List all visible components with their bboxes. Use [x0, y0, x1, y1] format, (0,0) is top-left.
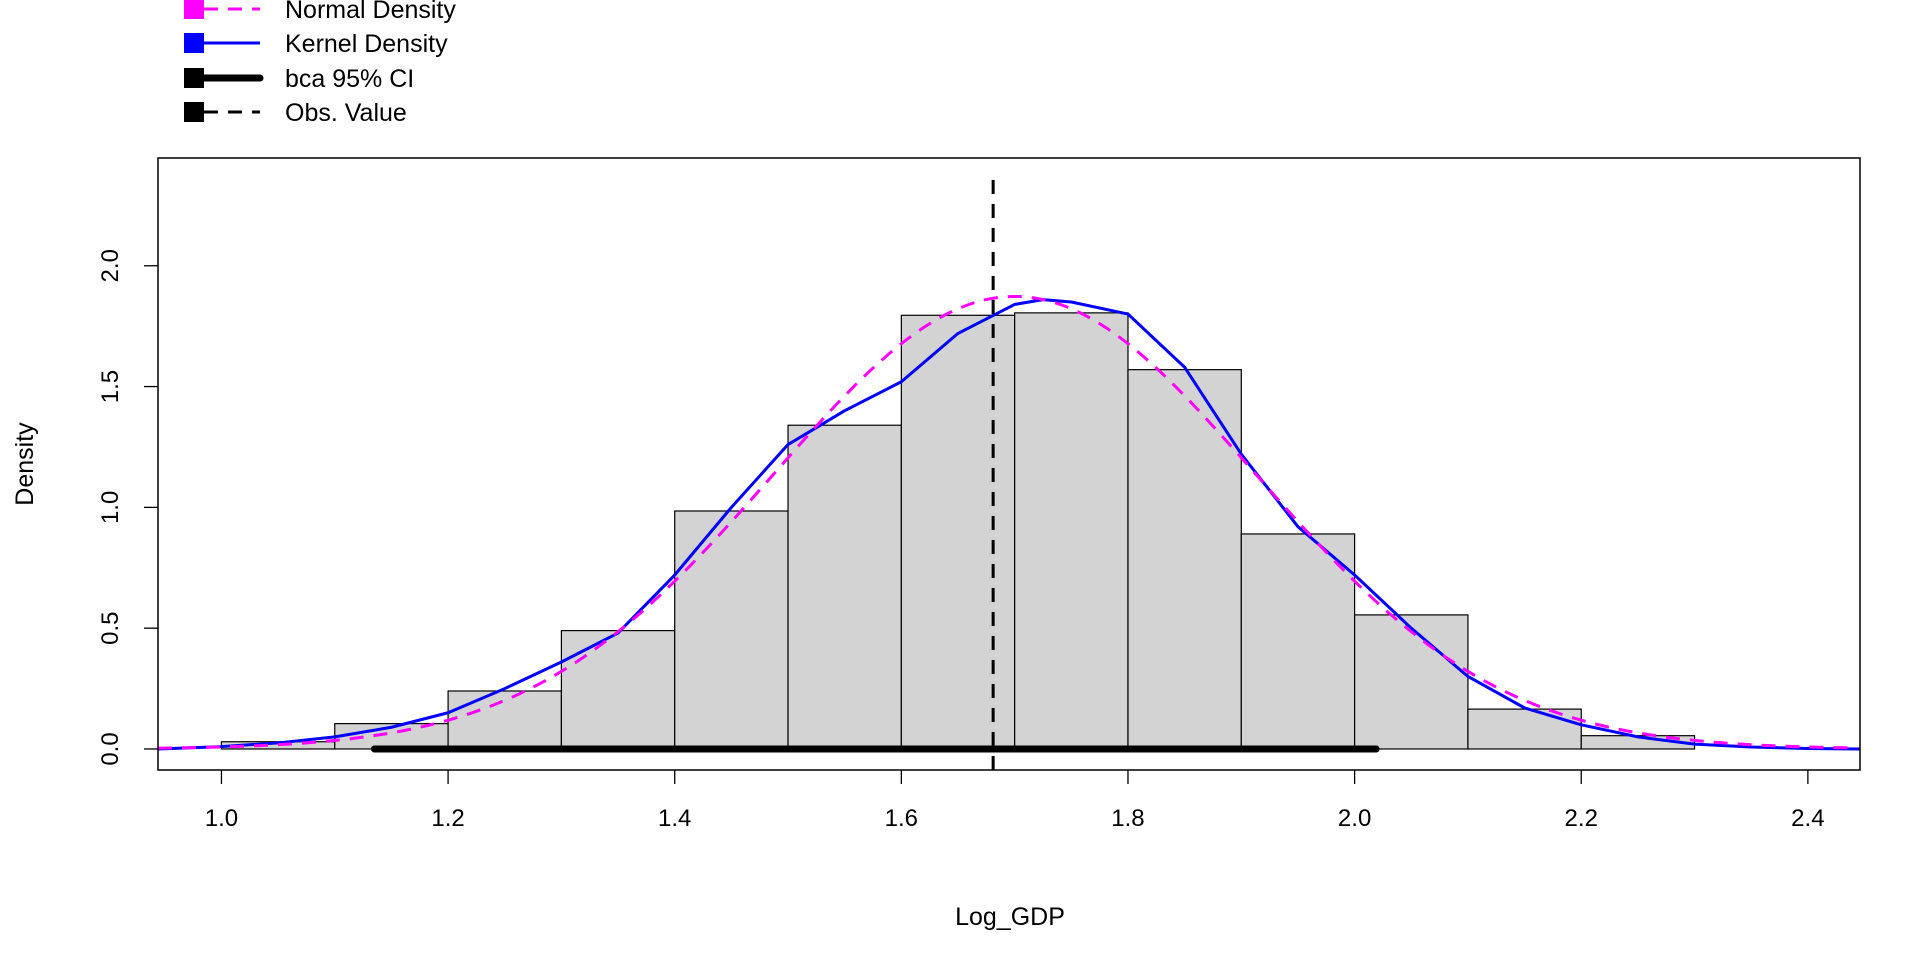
y-tick-label: 1.0 — [97, 491, 124, 524]
legend-swatch — [184, 0, 204, 19]
x-tick-label: 2.4 — [1791, 805, 1824, 832]
histogram-bar — [447, 690, 563, 750]
legend-swatch — [184, 102, 204, 122]
histogram-bar — [1354, 614, 1469, 750]
x-tick-label: 1.2 — [431, 805, 464, 832]
legend-label: Kernel Density — [285, 30, 448, 58]
y-axis-label: Density — [11, 422, 39, 506]
legend-label: Normal Density — [285, 0, 456, 24]
histogram-bar — [1240, 533, 1356, 750]
x-axis: 1.0 1.2 1.4 1.6 1.8 2.0 2.2 2.4 — [205, 770, 1825, 832]
kernel-density-line — [157, 298, 1861, 751]
x-tick-label: 2.0 — [1338, 805, 1371, 832]
histogram-bar — [787, 424, 902, 750]
plot-box — [157, 157, 1861, 771]
histogram-bar — [900, 314, 1016, 750]
x-tick-label: 1.8 — [1111, 805, 1144, 832]
y-tick-label: 1.5 — [97, 370, 124, 403]
y-tick-label: 0.5 — [97, 611, 124, 644]
x-tick-label: 1.4 — [658, 805, 691, 832]
histogram-bar — [1127, 369, 1242, 750]
x-tick-label: 2.2 — [1565, 805, 1598, 832]
legend-swatch — [184, 33, 204, 53]
histogram-bar — [674, 510, 789, 750]
legend: Normal Density Kernel Density bca 95% CI Ob… — [184, 0, 456, 127]
histogram-bar — [1467, 708, 1582, 750]
legend-label: Obs. Value — [285, 99, 407, 127]
histogram-bar — [1014, 312, 1129, 750]
x-tick-label: 1.6 — [885, 805, 918, 832]
x-tick-label: 1.0 — [205, 805, 238, 832]
normal-density-line — [157, 294, 1858, 750]
legend-label: bca 95% CI — [285, 65, 414, 93]
y-tick-label: 0.0 — [97, 732, 124, 765]
histogram-bar — [560, 629, 676, 750]
y-tick-label: 2.0 — [97, 249, 124, 282]
histogram-bars — [220, 312, 1696, 750]
density-lines — [157, 173, 1861, 770]
x-axis-label: Log_GDP — [955, 903, 1065, 931]
legend-swatch — [184, 68, 204, 88]
y-axis: 0.0 0.5 1.0 1.5 2.0 — [97, 249, 158, 766]
